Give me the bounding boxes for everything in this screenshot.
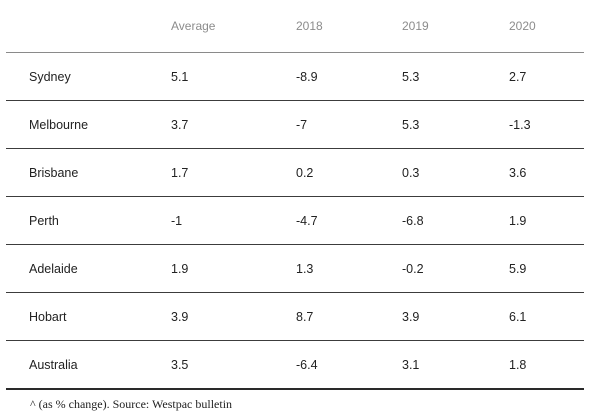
table-row: Perth -1 -4.7 -6.8 1.9 [6,197,584,245]
header-average: Average [171,19,216,33]
header-2019: 2019 [402,19,429,33]
row-label: Adelaide [29,261,78,276]
cell-average: 3.9 [171,309,189,324]
cell-2019: 5.3 [402,69,420,84]
cell-average: 1.9 [171,261,189,276]
row-label: Brisbane [29,165,79,180]
cell-2019: -0.2 [402,261,424,276]
cell-2018: -7 [296,117,308,132]
data-table: Average 2018 2019 2020 Sydney 5.1 -8.9 5… [6,0,584,390]
table-row: Sydney 5.1 -8.9 5.3 2.7 [6,53,584,101]
source-note: ^ (as % change). Source: Westpac bulleti… [30,397,233,411]
cell-average: 1.7 [171,165,189,180]
cell-2019: 0.3 [402,165,420,180]
cell-average: 5.1 [171,69,189,84]
table-row: Melbourne 3.7 -7 5.3 -1.3 [6,101,584,149]
cell-2019: 3.1 [402,357,420,372]
cell-2018: -4.7 [296,213,318,228]
cell-2019: -6.8 [402,213,424,228]
table-header: Average 2018 2019 2020 [6,0,584,53]
cell-2019: 3.9 [402,309,420,324]
cell-2018: 0.2 [296,165,314,180]
cell-average: 3.7 [171,117,189,132]
cell-2020: 3.6 [509,165,527,180]
table-row: Adelaide 1.9 1.3 -0.2 5.9 [6,245,584,293]
row-label: Melbourne [29,117,89,132]
cell-2020: 1.8 [509,357,527,372]
cell-2020: 1.9 [509,213,527,228]
cell-2018: 1.3 [296,261,314,276]
row-label: Hobart [29,309,67,324]
cell-2020: 2.7 [509,69,527,84]
table-row: Hobart 3.9 8.7 3.9 6.1 [6,293,584,341]
cell-2018: 8.7 [296,309,314,324]
cell-average: 3.5 [171,357,189,372]
row-label: Sydney [29,69,71,84]
cell-2018: -6.4 [296,357,318,372]
row-label: Australia [29,357,78,372]
table-row: Brisbane 1.7 0.2 0.3 3.6 [6,149,584,197]
cell-2020: -1.3 [509,117,531,132]
row-label: Perth [29,213,59,228]
cell-2019: 5.3 [402,117,420,132]
cell-2020: 5.9 [509,261,527,276]
header-2020: 2020 [509,19,536,33]
cell-2018: -8.9 [296,69,318,84]
table-row: Australia 3.5 -6.4 3.1 1.8 [6,341,584,390]
header-2018: 2018 [296,19,323,33]
cell-average: -1 [171,213,183,228]
cell-2020: 6.1 [509,309,527,324]
